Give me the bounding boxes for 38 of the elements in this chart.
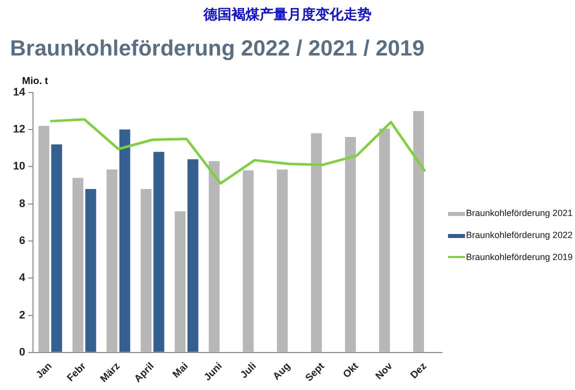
- bar: [85, 188, 96, 352]
- legend-label: Braunkohleförderung 2021: [466, 208, 573, 219]
- x-tick-label: Okt: [341, 360, 362, 380]
- bar: [153, 152, 164, 352]
- bar: [276, 169, 288, 352]
- bar: [72, 178, 84, 352]
- y-tick-label: 2: [19, 309, 26, 322]
- y-tick-label: 14: [12, 86, 26, 98]
- bar: [187, 159, 198, 352]
- bar: [119, 130, 130, 352]
- bar: [242, 170, 254, 352]
- bar: [51, 144, 62, 352]
- x-tick-label: Mai: [171, 360, 191, 380]
- x-tick-label: Juli: [238, 360, 259, 381]
- x-tick-label: Aug: [271, 360, 293, 382]
- bar: [413, 110, 424, 352]
- legend-label: Braunkohleförderung 2022: [466, 230, 573, 241]
- x-tick-label: Dez: [408, 360, 430, 382]
- x-tick-label: Jan: [34, 360, 54, 381]
- bar: [310, 133, 322, 352]
- y-tick-label: 10: [12, 160, 26, 173]
- y-tick-label: 12: [12, 124, 26, 136]
- x-tick-label: Nov: [374, 360, 396, 382]
- bar: [208, 161, 220, 352]
- legend-label: Braunkohleförderung 2019: [466, 252, 573, 263]
- y-axis-title: Mio. t: [22, 76, 49, 88]
- chart-subtitle: Braunkohleförderung 2022 / 2021 / 2019: [10, 35, 425, 60]
- bar: [345, 136, 356, 352]
- y-tick-label: 6: [19, 235, 26, 248]
- bar: [106, 169, 118, 352]
- bar: [140, 188, 152, 352]
- bar: [379, 128, 390, 352]
- bar: [174, 211, 186, 352]
- y-tick-label: 8: [19, 198, 26, 210]
- bar: [38, 126, 50, 352]
- y-tick-label: 0: [19, 346, 26, 358]
- y-tick-label: 4: [19, 272, 26, 284]
- chart-title: 德国褐煤产量月度变化走势: [202, 6, 372, 24]
